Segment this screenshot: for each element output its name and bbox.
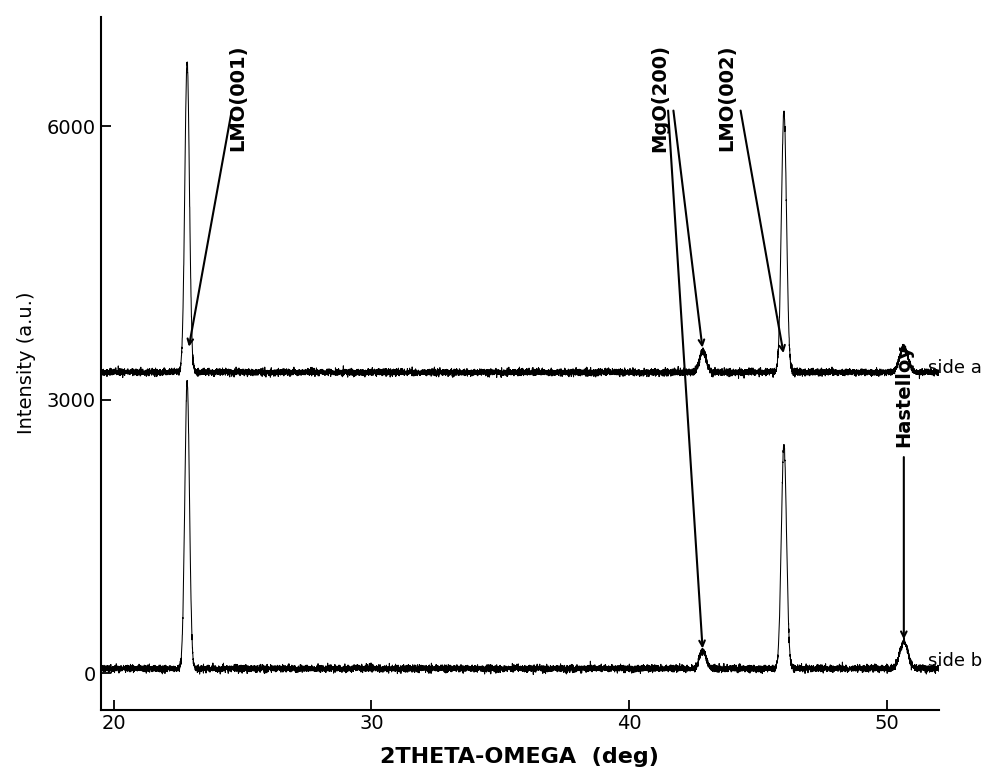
Text: LMO(001): LMO(001) [228,44,247,151]
Y-axis label: Intensity (a.u.): Intensity (a.u.) [17,292,36,434]
X-axis label: 2THETA-OMEGA  (deg): 2THETA-OMEGA (deg) [380,747,659,768]
Text: MgO(200): MgO(200) [651,44,670,152]
Text: Hastelloy: Hastelloy [894,344,913,447]
Text: LMO(002): LMO(002) [718,44,737,151]
Text: side a: side a [928,359,982,376]
Text: side b: side b [928,652,983,670]
